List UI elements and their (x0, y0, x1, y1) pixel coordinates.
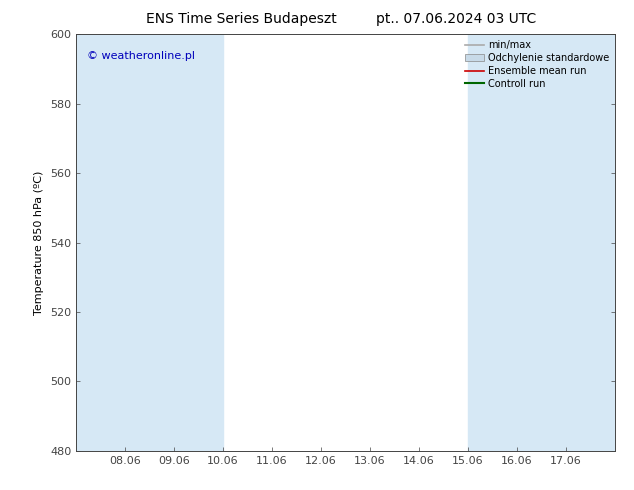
Text: ENS Time Series Budapeszt: ENS Time Series Budapeszt (146, 12, 336, 26)
Bar (566, 34, 615, 451)
Legend: min/max, Odchylenie standardowe, Ensemble mean run, Controll run: min/max, Odchylenie standardowe, Ensembl… (461, 36, 613, 93)
Text: © weatheronline.pl: © weatheronline.pl (87, 51, 195, 61)
Bar (468, 34, 566, 451)
Text: pt.. 07.06.2024 03 UTC: pt.. 07.06.2024 03 UTC (377, 12, 536, 26)
Bar (76, 34, 125, 451)
Y-axis label: Temperature 850 hPa (ºC): Temperature 850 hPa (ºC) (34, 171, 44, 315)
Bar (125, 34, 223, 451)
